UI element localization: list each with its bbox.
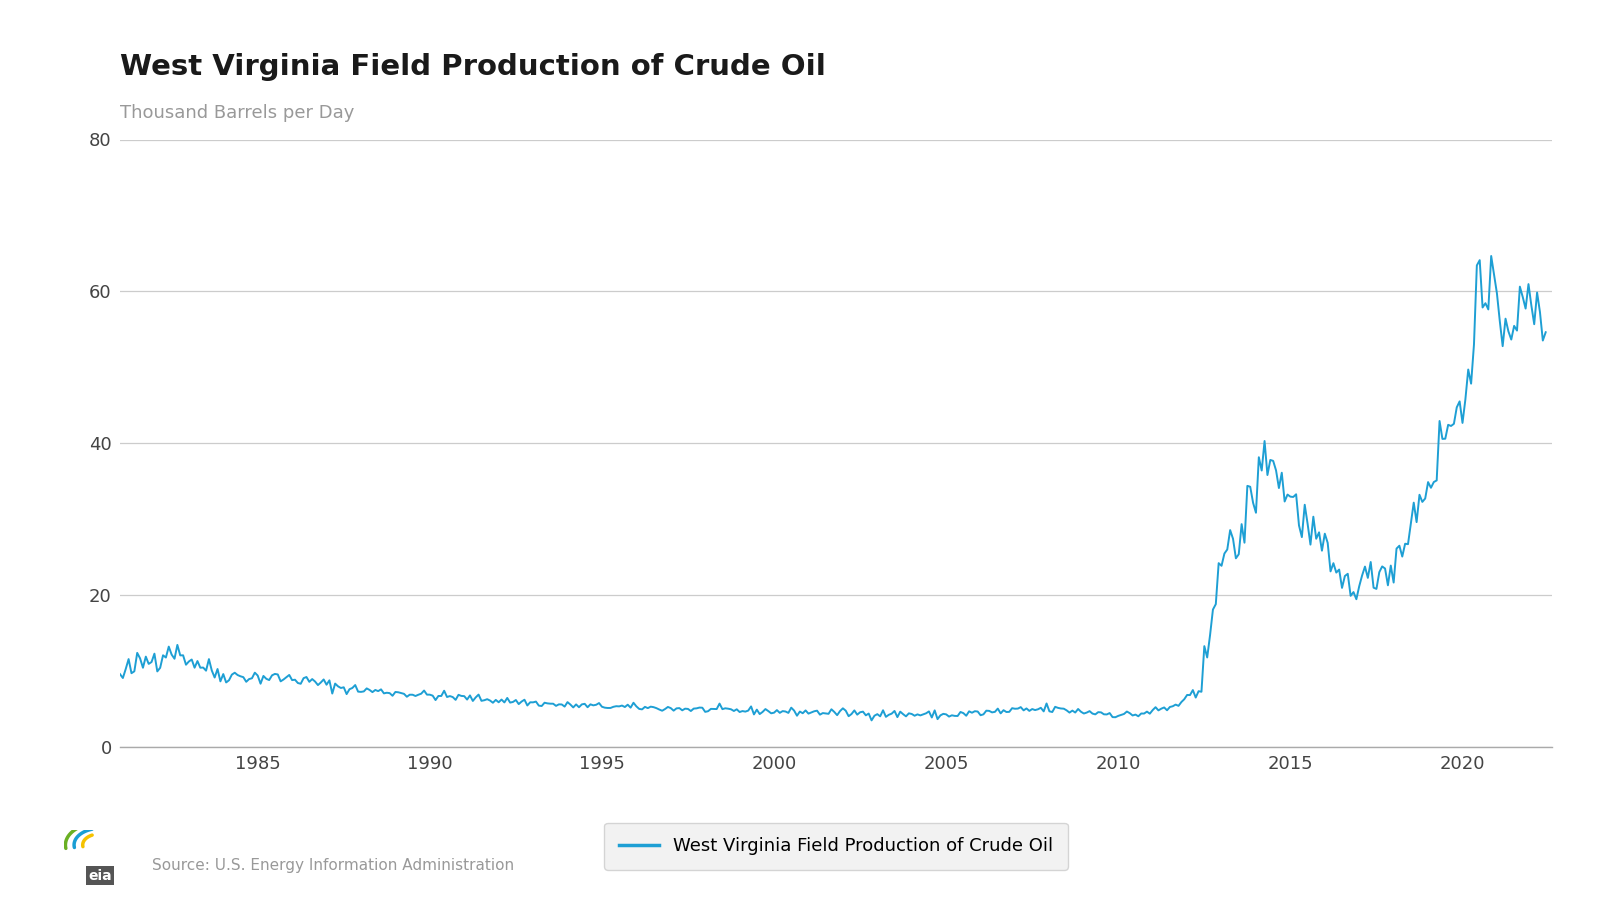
Text: West Virginia Field Production of Crude Oil: West Virginia Field Production of Crude … (120, 53, 826, 81)
Text: Source: U.S. Energy Information Administration: Source: U.S. Energy Information Administ… (152, 859, 514, 873)
Text: eia: eia (88, 868, 112, 883)
Legend: West Virginia Field Production of Crude Oil: West Virginia Field Production of Crude … (605, 823, 1067, 869)
Text: Thousand Barrels per Day: Thousand Barrels per Day (120, 104, 354, 122)
